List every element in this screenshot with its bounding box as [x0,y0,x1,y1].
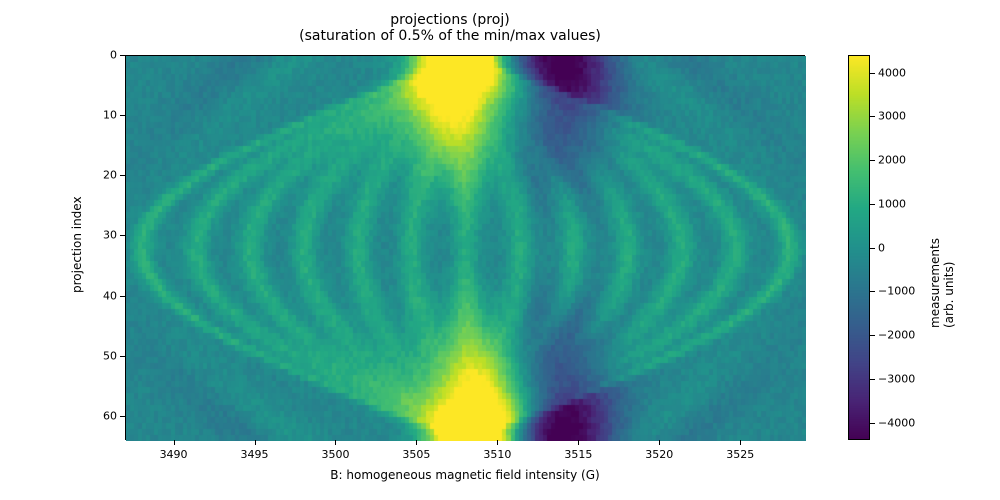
x-axis-label: B: homogeneous magnetic field intensity … [330,468,599,482]
colorbar-tick-label: 2000 [878,154,906,167]
y-tick-mark [120,175,125,176]
colorbar-tick-label: −2000 [878,329,915,342]
x-tick-label: 3510 [483,448,511,461]
y-tick-label: 10 [95,109,117,122]
y-tick-mark [120,416,125,417]
figure: projections (proj) (saturation of 0.5% o… [0,0,1000,500]
y-tick-label: 0 [95,49,117,62]
colorbar-label: measurements (arb. units) [928,238,956,328]
colorbar-tick-mark [870,423,875,424]
colorbar-tick-label: 0 [878,241,885,254]
y-tick-mark [120,235,125,236]
x-tick-label: 3490 [160,448,188,461]
x-tick-mark [578,440,579,445]
heatmap-axes [125,55,805,440]
y-axis-label: projection index [70,196,84,293]
colorbar-tick-label: 1000 [878,197,906,210]
x-tick-mark [335,440,336,445]
x-tick-mark [255,440,256,445]
y-tick-label: 20 [95,169,117,182]
colorbar-tick-mark [870,204,875,205]
y-tick-mark [120,55,125,56]
x-tick-mark [659,440,660,445]
colorbar-tick-mark [870,160,875,161]
title-line1: projections (proj) [100,12,800,28]
y-tick-label: 60 [95,409,117,422]
x-tick-mark [740,440,741,445]
y-tick-mark [120,356,125,357]
colorbar-tick-mark [870,116,875,117]
colorbar-tick-label: −1000 [878,285,915,298]
x-tick-mark [497,440,498,445]
colorbar-tick-label: 4000 [878,66,906,79]
colorbar-tick-mark [870,379,875,380]
colorbar-tick-label: 3000 [878,110,906,123]
x-tick-label: 3505 [402,448,430,461]
colorbar-tick-mark [870,291,875,292]
heatmap-canvas [126,56,806,441]
x-tick-mark [416,440,417,445]
y-tick-mark [120,296,125,297]
colorbar-tick-mark [870,73,875,74]
colorbar-canvas [848,55,870,440]
y-tick-label: 50 [95,349,117,362]
y-tick-label: 40 [95,289,117,302]
y-tick-label: 30 [95,229,117,242]
x-tick-label: 3515 [564,448,592,461]
plot-title: projections (proj) (saturation of 0.5% o… [100,12,800,44]
x-tick-mark [174,440,175,445]
colorbar-tick-mark [870,248,875,249]
title-line2: (saturation of 0.5% of the min/max value… [100,28,800,44]
x-tick-label: 3520 [645,448,673,461]
x-tick-label: 3500 [321,448,349,461]
y-tick-mark [120,115,125,116]
colorbar-tick-label: −4000 [878,416,915,429]
colorbar-tick-label: −3000 [878,372,915,385]
x-tick-label: 3495 [241,448,269,461]
colorbar-tick-mark [870,335,875,336]
x-tick-label: 3525 [726,448,754,461]
